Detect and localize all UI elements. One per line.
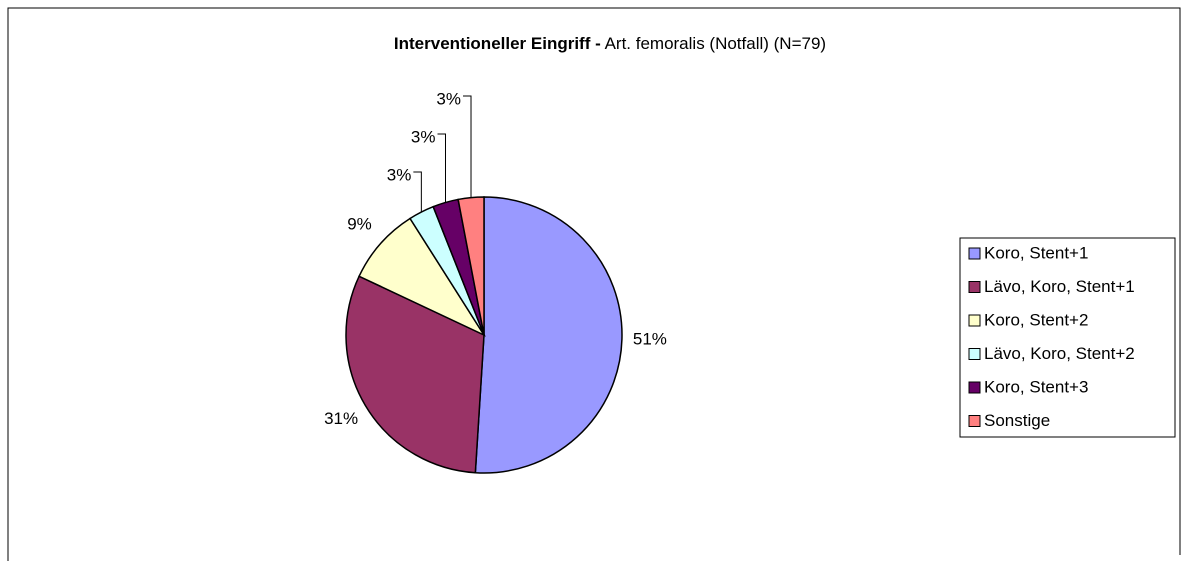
legend-swatch (968, 381, 981, 394)
leader-line (463, 95, 472, 198)
data-label: 3% (411, 127, 436, 146)
data-label: 31% (324, 409, 358, 428)
pie-slice (474, 196, 623, 474)
legend-label: Lävo, Koro, Stent+2 (984, 344, 1135, 363)
pie-slice (345, 275, 485, 474)
legend-swatch (968, 281, 981, 293)
legend-swatch (968, 247, 981, 260)
legend-label: Sonstige (984, 411, 1050, 430)
legend-label: Lävo, Koro, Stent+1 (984, 277, 1135, 296)
data-label: 3% (436, 89, 461, 108)
chart-title: Interventioneller Eingriff - Art. femora… (394, 34, 826, 53)
legend-box (959, 237, 1176, 438)
legend-label: Koro, Stent+3 (984, 377, 1088, 396)
title-rest: Art. femoralis (Notfall) (N=79) (605, 34, 827, 53)
leader-line (413, 171, 422, 213)
data-label: 51% (633, 330, 667, 349)
leader-line (437, 133, 446, 203)
chart-frame (7, 7, 1181, 561)
legend-swatch (968, 348, 981, 360)
title-bold: Interventioneller Eingriff - (394, 34, 601, 53)
legend-label: Koro, Stent+1 (984, 243, 1088, 262)
data-label: 9% (347, 215, 372, 234)
legend-swatch (968, 314, 981, 327)
legend-swatch (968, 415, 981, 427)
data-label: 3% (387, 165, 412, 184)
legend-label: Koro, Stent+2 (984, 310, 1088, 329)
